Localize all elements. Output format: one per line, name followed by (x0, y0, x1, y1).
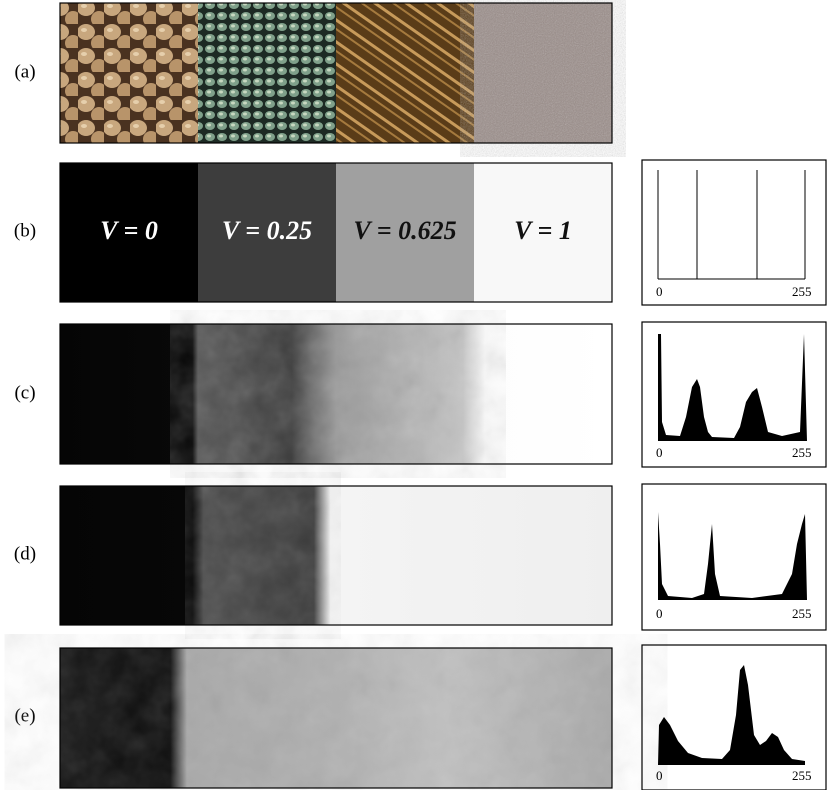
result-texture (198, 486, 328, 625)
result-texture (198, 324, 478, 464)
hist-min: 0 (656, 768, 663, 783)
texture (198, 3, 336, 143)
hist-min: 0 (656, 606, 663, 621)
result-strip (60, 648, 612, 788)
histogram-shape (658, 334, 807, 441)
texture-strip (60, 3, 612, 143)
hist-min: 0 (656, 284, 663, 299)
histogram-shape (658, 512, 807, 600)
panel-label: (a) (14, 61, 35, 82)
histogram: 0 255 (642, 484, 826, 630)
result-strip (60, 324, 612, 464)
result-image (60, 486, 612, 625)
hist-max: 255 (792, 768, 812, 783)
figure: (a) (b) (c) (d) (e) V = 0 V = 0.25 V = 0… (0, 0, 828, 790)
region-label: V = 0.25 (222, 216, 312, 245)
hist-max: 255 (792, 606, 812, 621)
hist-max: 255 (792, 284, 812, 299)
result-strip (60, 486, 612, 625)
histogram: 0 255 (642, 645, 826, 790)
histogram-shape (658, 665, 805, 765)
region-label: V = 0.625 (353, 216, 456, 245)
histogram-bars (658, 170, 805, 279)
histogram: 0 255 (642, 322, 826, 467)
result-texture (60, 648, 612, 788)
panel-label: (d) (14, 543, 36, 564)
region-label: V = 0 (100, 216, 158, 245)
panel-label: (e) (14, 705, 35, 726)
panel-label: (c) (14, 382, 35, 403)
region-label: V = 1 (514, 216, 572, 245)
hist-min: 0 (656, 445, 663, 460)
label-strip: V = 0 V = 0.25 V = 0.625 V = 1 (60, 163, 612, 302)
texture (60, 3, 198, 143)
histogram: 0 255 (642, 160, 826, 305)
panel-label: (b) (14, 220, 36, 241)
texture (336, 3, 474, 143)
hist-max: 255 (792, 445, 812, 460)
texture-noise (474, 3, 612, 143)
